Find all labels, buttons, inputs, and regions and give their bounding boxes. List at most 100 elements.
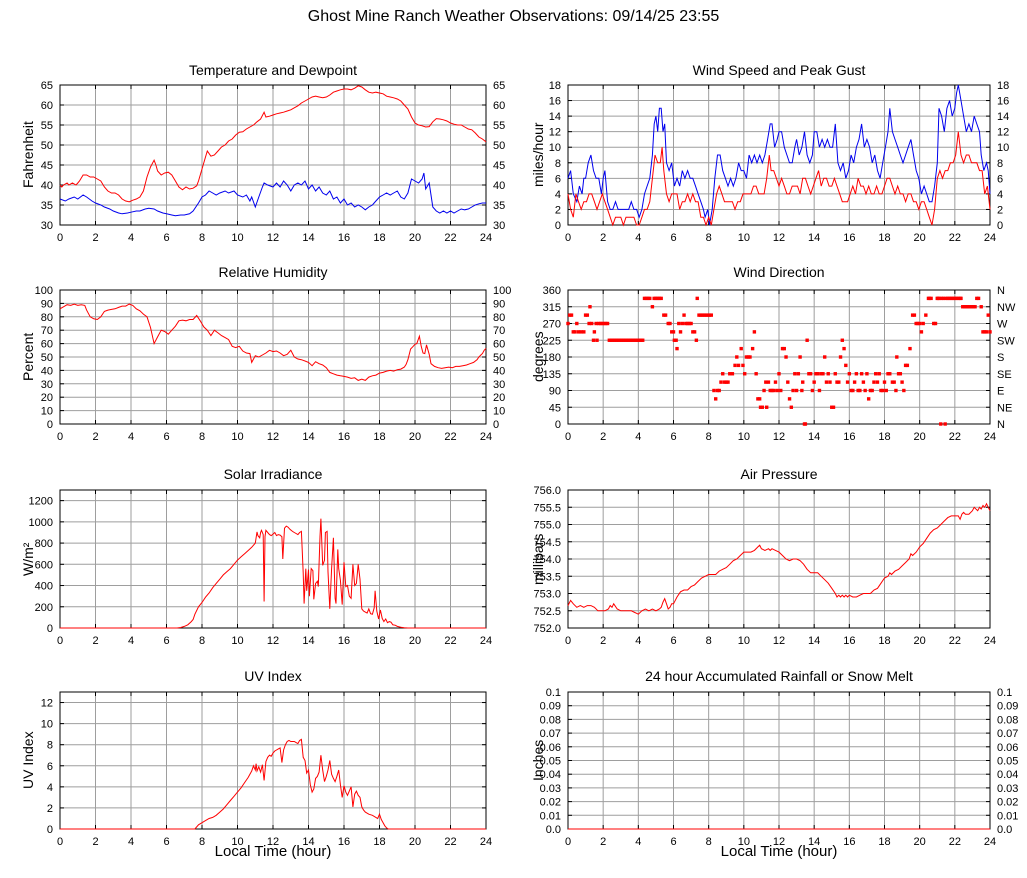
svg-text:22: 22 — [949, 836, 961, 848]
chart-title-pressure: Air Pressure — [740, 466, 818, 482]
svg-text:0: 0 — [47, 623, 53, 635]
chart-solar-irradiance: 0 2 4 6 8 10 12 14 16 18 20 22 240200400600800100012… — [29, 489, 492, 647]
svg-text:10: 10 — [41, 719, 53, 731]
svg-text:4: 4 — [635, 836, 641, 848]
svg-text:55: 55 — [41, 120, 53, 132]
svg-text:90: 90 — [41, 298, 53, 310]
svg-text:20: 20 — [914, 635, 926, 647]
series-dewpoint — [59, 172, 486, 217]
svg-text:6: 6 — [163, 431, 169, 443]
svg-text:8: 8 — [997, 158, 1003, 170]
chart-wind-direction: 0 2 4 6 8 10 12 14 16 18 20 22 240459013518022527031… — [543, 285, 1016, 443]
svg-text:0.07: 0.07 — [540, 728, 561, 740]
svg-text:8: 8 — [199, 232, 205, 244]
svg-text:70: 70 — [493, 325, 505, 337]
series-wind-speed — [567, 131, 991, 227]
svg-text:752.0: 752.0 — [533, 623, 561, 635]
svg-text:8: 8 — [199, 836, 205, 848]
svg-text:0.09: 0.09 — [997, 701, 1018, 713]
svg-text:2: 2 — [92, 232, 98, 244]
svg-text:0.06: 0.06 — [997, 742, 1018, 754]
svg-text:65: 65 — [493, 80, 505, 92]
svg-text:8: 8 — [706, 635, 712, 647]
svg-text:0: 0 — [47, 824, 53, 836]
svg-text:2: 2 — [600, 232, 606, 244]
chart-air-pressure: 0 2 4 6 8 10 12 14 16 18 20 22 24752.0752.5753.0753.… — [533, 485, 996, 647]
svg-text:0.02: 0.02 — [997, 797, 1018, 809]
svg-text:24: 24 — [480, 635, 492, 647]
series-irradiance — [60, 518, 486, 629]
svg-text:10: 10 — [738, 635, 750, 647]
svg-text:6: 6 — [163, 635, 169, 647]
svg-text:0.01: 0.01 — [997, 810, 1018, 822]
svg-text:2: 2 — [600, 431, 606, 443]
svg-text:18: 18 — [878, 431, 890, 443]
svg-text:0.1: 0.1 — [546, 687, 561, 699]
svg-text:24: 24 — [984, 635, 996, 647]
svg-text:0: 0 — [555, 220, 561, 232]
svg-text:10: 10 — [738, 431, 750, 443]
page-title: Ghost Mine Ranch Weather Observations: 0… — [307, 8, 720, 25]
svg-text:753.0: 753.0 — [533, 589, 561, 601]
svg-text:754.0: 754.0 — [533, 554, 561, 566]
svg-text:0.06: 0.06 — [540, 742, 561, 754]
svg-text:4: 4 — [635, 232, 641, 244]
svg-text:14: 14 — [302, 836, 314, 848]
svg-text:4: 4 — [997, 189, 1003, 201]
svg-text:8: 8 — [47, 740, 53, 752]
svg-text:2: 2 — [600, 836, 606, 848]
svg-text:50: 50 — [493, 140, 505, 152]
svg-text:0.04: 0.04 — [997, 769, 1018, 781]
svg-text:12: 12 — [773, 836, 785, 848]
svg-text:752.5: 752.5 — [533, 606, 561, 618]
svg-text:22: 22 — [444, 635, 456, 647]
svg-text:16: 16 — [997, 96, 1009, 108]
svg-text:2: 2 — [92, 635, 98, 647]
svg-text:6: 6 — [670, 431, 676, 443]
svg-text:24: 24 — [984, 836, 996, 848]
svg-text:10: 10 — [549, 142, 561, 154]
svg-text:10: 10 — [231, 635, 243, 647]
svg-text:20: 20 — [409, 836, 421, 848]
svg-text:0.09: 0.09 — [540, 701, 561, 713]
svg-text:24: 24 — [984, 232, 996, 244]
svg-text:0.04: 0.04 — [540, 769, 561, 781]
svg-text:135: 135 — [543, 369, 561, 381]
svg-text:6: 6 — [670, 836, 676, 848]
svg-text:14: 14 — [302, 232, 314, 244]
svg-text:35: 35 — [41, 200, 53, 212]
svg-text:14: 14 — [808, 431, 820, 443]
svg-text:315: 315 — [543, 302, 561, 314]
svg-text:100: 100 — [35, 285, 53, 297]
svg-text:22: 22 — [949, 232, 961, 244]
svg-text:0: 0 — [565, 836, 571, 848]
svg-text:18: 18 — [878, 836, 890, 848]
chart-title-solar: Solar Irradiance — [223, 466, 323, 482]
chart-title-rainfall: 24 hour Accumulated Rainfall or Snow Mel… — [645, 668, 913, 684]
svg-text:0.1: 0.1 — [997, 687, 1012, 699]
svg-text:N: N — [997, 285, 1005, 297]
svg-text:10: 10 — [231, 431, 243, 443]
svg-text:10: 10 — [738, 232, 750, 244]
svg-text:12: 12 — [773, 431, 785, 443]
svg-text:24: 24 — [480, 431, 492, 443]
svg-text:0: 0 — [997, 220, 1003, 232]
svg-text:6: 6 — [47, 761, 53, 773]
svg-text:60: 60 — [41, 100, 53, 112]
svg-text:0: 0 — [565, 431, 571, 443]
svg-text:225: 225 — [543, 335, 561, 347]
svg-text:SW: SW — [997, 335, 1015, 347]
svg-text:22: 22 — [444, 431, 456, 443]
svg-text:NW: NW — [997, 302, 1016, 314]
svg-text:12: 12 — [41, 698, 53, 710]
svg-text:0.08: 0.08 — [997, 714, 1018, 726]
svg-text:4: 4 — [47, 782, 53, 794]
svg-text:60: 60 — [493, 339, 505, 351]
svg-text:6: 6 — [670, 635, 676, 647]
svg-text:753.5: 753.5 — [533, 571, 561, 583]
svg-text:756.0: 756.0 — [533, 485, 561, 497]
svg-text:0: 0 — [565, 232, 571, 244]
chart-wind-speed-gust: 0 2 4 6 8 10 12 14 16 18 20 22 240246810121416180246… — [549, 80, 1010, 244]
svg-text:0: 0 — [57, 836, 63, 848]
